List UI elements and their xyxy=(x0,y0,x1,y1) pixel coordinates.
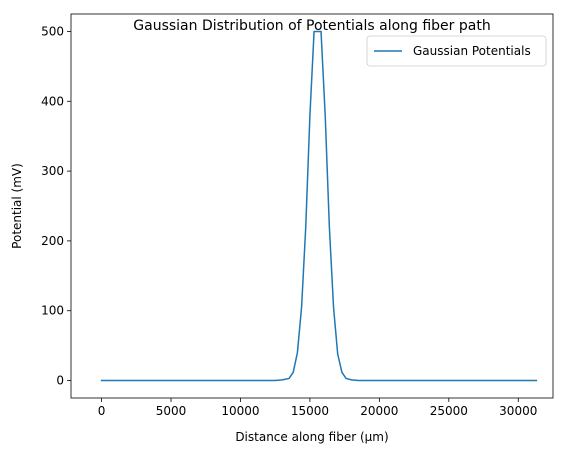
y-axis-label: Potential (mV) xyxy=(10,163,24,249)
x-tick-label: 30000 xyxy=(499,404,537,418)
x-tick-label: 0 xyxy=(98,404,106,418)
y-tick-label: 400 xyxy=(41,94,64,108)
x-axis-label: Distance along fiber (µm) xyxy=(235,430,388,444)
legend: Gaussian Potentials xyxy=(366,35,547,67)
ticks-layer: 0 5000 10000 15000 20000 25000 30000 0 100 200 300… xyxy=(41,24,537,418)
x-tick-label: 10000 xyxy=(221,404,259,418)
y-tick-label: 200 xyxy=(41,234,64,248)
y-tick-label: 0 xyxy=(56,374,64,388)
series-line-gaussian-potentials xyxy=(100,30,538,382)
legend-box xyxy=(366,35,547,67)
chart-title: Gaussian Distribution of Potentials alon… xyxy=(133,18,490,34)
y-tick-label: 100 xyxy=(41,304,64,318)
x-tick-label: 5000 xyxy=(156,404,187,418)
x-tick-label: 15000 xyxy=(291,404,329,418)
y-tick-label: 300 xyxy=(41,164,64,178)
y-tick-label: 500 xyxy=(41,24,64,38)
x-tick-label: 20000 xyxy=(360,404,398,418)
series-layer xyxy=(100,30,538,382)
legend-entry-gaussian-potentials: Gaussian Potentials xyxy=(413,44,531,58)
x-tick-label: 25000 xyxy=(430,404,468,418)
axes-frame xyxy=(70,13,554,399)
